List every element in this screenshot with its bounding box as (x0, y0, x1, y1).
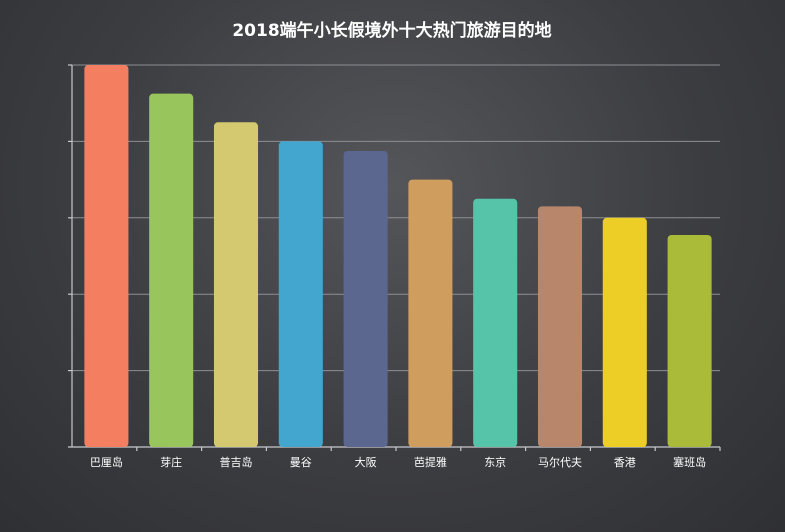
bar-1 (84, 65, 129, 447)
bar-10 (667, 234, 712, 447)
x-tick-label: 芽庄 (160, 455, 182, 469)
chart-title: 2018端午小长假境外十大热门旅游目的地 (232, 20, 551, 41)
bar-9 (602, 217, 647, 447)
x-tick-label: 马尔代夫 (538, 456, 582, 469)
x-tick-label: 芭提雅 (414, 455, 447, 469)
bar-8 (537, 206, 583, 447)
x-tick-label: 普吉岛 (220, 455, 253, 469)
bar-3 (213, 122, 259, 448)
bar-7 (473, 198, 518, 447)
bar-4 (278, 141, 323, 447)
x-tick-label: 曼谷 (290, 456, 312, 469)
bar-5 (343, 150, 388, 447)
x-tick-label: 塞班岛 (673, 455, 706, 469)
x-tick-label: 东京 (484, 455, 506, 469)
x-tick-label: 大阪 (355, 455, 377, 469)
x-tick-labels: 巴厘岛 芽庄 普吉岛 曼谷 大阪 芭提雅 东京 马尔代夫 香港 塞班岛 (90, 455, 706, 469)
x-tick-label: 香港 (614, 456, 636, 469)
bar-2 (149, 93, 194, 448)
bar-6 (408, 179, 453, 447)
bars (84, 65, 712, 448)
x-tick-label: 巴厘岛 (90, 455, 123, 469)
